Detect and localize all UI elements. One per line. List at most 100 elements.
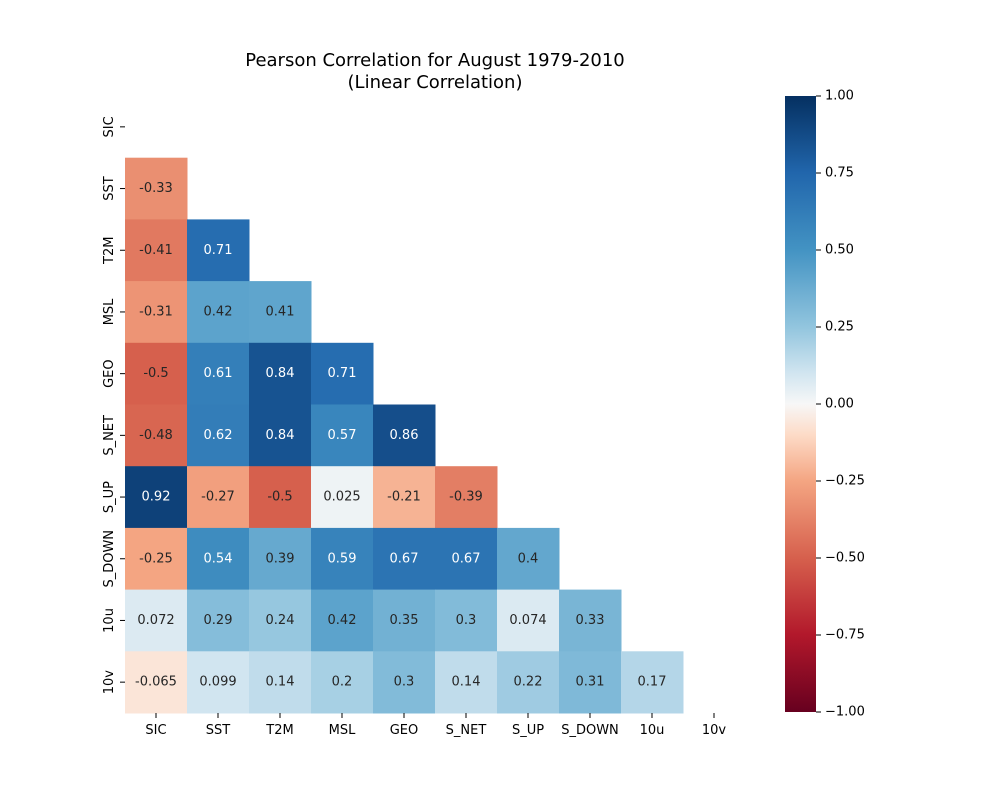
heatmap-cell-GEO-MSL: [311, 342, 374, 405]
cell-label-10v-S_UP: 0.22: [514, 675, 543, 690]
cell-label-GEO-SST: 0.61: [204, 366, 233, 381]
heatmap-cell-10v-SST: [187, 651, 250, 714]
y-tick-label-MSL: MSL: [102, 298, 117, 325]
heatmap-cell-10u-SST: [187, 589, 250, 652]
chart-subtitle: (Linear Correlation): [348, 72, 523, 93]
cell-label-S_DOWN-MSL: 0.59: [328, 551, 357, 566]
x-tick-label-10v: 10v: [702, 723, 727, 738]
colorbar-ticks: 1.00 0.75 0.50 0.25 0.00 −0.25 −0.50 −0.75 −1.00: [816, 89, 865, 720]
cell-label-10u-MSL: 0.42: [328, 613, 357, 628]
cell-label-10v-T2M: 0.14: [266, 675, 295, 690]
cell-label-10u-S_UP: 0.074: [509, 613, 546, 628]
colorbar-tick-label: 1.00: [825, 89, 854, 104]
heatmap-cell-S_DOWN-T2M: [249, 527, 312, 591]
colorbar: 1.00 0.75 0.50 0.25 0.00 −0.25 −0.50 −0.75 −1.00: [785, 89, 865, 720]
colorbar-tick-label: −0.25: [825, 474, 865, 489]
cell-label-10u-SIC: 0.072: [137, 613, 174, 628]
cell-label-S_NET-SIC: -0.48: [139, 428, 173, 443]
cell-label-10v-S_DOWN: 0.31: [576, 675, 605, 690]
cell-label-10u-SST: 0.29: [204, 613, 233, 628]
chart-title: Pearson Correlation for August 1979-2010: [245, 50, 625, 71]
heatmap-cell-S_UP-SIC: [125, 466, 188, 529]
cell-label-10u-S_DOWN: 0.33: [576, 613, 605, 628]
cell-label-10u-S_NET: 0.3: [456, 613, 477, 628]
heatmap-cell-S_DOWN-SST: [187, 527, 250, 591]
x-tick-label-T2M: T2M: [265, 723, 293, 738]
heatmap-cell-S_UP-S_NET: [435, 466, 498, 529]
heatmap-cell-10u-S_UP: [497, 589, 560, 652]
heatmap-cell-S_UP-SST: [187, 466, 250, 529]
y-tick-label-SIC: SIC: [102, 116, 117, 137]
heatmap-cell-10u-MSL: [311, 589, 374, 652]
cell-label-S_UP-SIC: 0.92: [142, 490, 171, 505]
cell-label-10u-GEO: 0.35: [390, 613, 419, 628]
cell-label-MSL-SIC: -0.31: [139, 304, 173, 319]
cell-label-10v-GEO: 0.3: [394, 675, 415, 690]
y-tick-label-10u: 10u: [102, 608, 117, 633]
y-tick-label-GEO: GEO: [102, 359, 117, 388]
heatmap-cell-MSL-SIC: [125, 281, 188, 344]
cell-label-S_DOWN-T2M: 0.39: [266, 551, 295, 566]
cell-label-S_UP-T2M: -0.5: [267, 490, 292, 505]
x-tick-label-SST: SST: [206, 723, 231, 738]
heatmap-cell-10u-S_NET: [435, 589, 498, 652]
colorbar-tick-label: 0.50: [825, 243, 854, 258]
colorbar-gradient: [785, 96, 816, 712]
x-tick-label-S_NET: S_NET: [446, 723, 487, 738]
cell-label-SST-SIC: -0.33: [139, 181, 173, 196]
cell-label-S_DOWN-SIC: -0.25: [139, 551, 173, 566]
heatmap-cell-MSL-SST: [187, 281, 250, 344]
y-tick-label-S_DOWN: S_DOWN: [102, 530, 117, 588]
heatmap-cell-GEO-SIC: [125, 342, 188, 405]
heatmap-cell-S_DOWN-SIC: [125, 527, 188, 591]
y-tick-label-S_UP: S_UP: [102, 481, 117, 513]
cell-label-S_NET-T2M: 0.84: [266, 428, 295, 443]
y-tick-label-10v: 10v: [102, 670, 117, 695]
colorbar-tick-label: 0.25: [825, 320, 854, 335]
heatmap-cell-GEO-SST: [187, 342, 250, 405]
heatmap-cell-S_NET-SIC: [125, 404, 188, 467]
y-tick-label-T2M: T2M: [102, 237, 117, 265]
heatmap-cell-10v-S_UP: [497, 651, 560, 714]
x-tick-label-GEO: GEO: [390, 723, 419, 738]
x-tick-label-SIC: SIC: [145, 723, 166, 738]
heatmap-cell-10v-S_DOWN: [559, 651, 622, 714]
cell-label-S_DOWN-S_NET: 0.67: [452, 551, 481, 566]
cell-label-GEO-T2M: 0.84: [266, 366, 295, 381]
cell-label-GEO-MSL: 0.71: [328, 366, 357, 381]
heatmap-cell-10u-SIC: [125, 589, 188, 652]
heatmap-cell-10v-GEO: [373, 651, 436, 714]
cell-label-S_DOWN-GEO: 0.67: [390, 551, 419, 566]
cell-label-10v-10u: 0.17: [638, 675, 667, 690]
heatmap-cell-T2M-SIC: [125, 219, 188, 282]
cell-label-S_NET-SST: 0.62: [204, 428, 233, 443]
cell-label-S_DOWN-SST: 0.54: [204, 551, 233, 566]
cell-label-S_NET-MSL: 0.57: [328, 428, 357, 443]
heatmap-cell-S_NET-T2M: [249, 404, 312, 467]
colorbar-tick-label: −1.00: [825, 705, 865, 720]
heatmap-cell-10u-GEO: [373, 589, 436, 652]
cell-label-10v-S_NET: 0.14: [452, 675, 481, 690]
heatmap-cell-10v-MSL: [311, 651, 374, 714]
cell-label-S_DOWN-S_UP: 0.4: [518, 551, 539, 566]
cell-label-MSL-T2M: 0.41: [266, 304, 295, 319]
x-tick-label-10u: 10u: [640, 723, 665, 738]
y-tick-label-SST: SST: [102, 176, 117, 201]
colorbar-tick-label: 0.00: [825, 397, 854, 412]
heatmap-cell-10v-SIC: [125, 651, 188, 714]
heatmap-cell-SST-SIC: [125, 157, 188, 220]
x-axis: SIC SST T2M MSL GEO S_NET S_UP S_DOWN 10u 10v: [145, 713, 726, 738]
heatmap-cell-10v-T2M: [249, 651, 312, 714]
heatmap-cell-S_NET-GEO: [373, 404, 436, 467]
heatmap-cell-10v-10u: [621, 651, 684, 714]
heatmap-cell-S_NET-MSL: [311, 404, 374, 467]
cell-label-S_UP-S_NET: -0.39: [449, 490, 483, 505]
colorbar-tick-label: −0.50: [825, 551, 865, 566]
heatmap-cell-S_DOWN-S_NET: [435, 527, 498, 591]
heatmap-cell-S_DOWN-GEO: [373, 527, 436, 591]
y-tick-label-S_NET: S_NET: [102, 415, 117, 456]
heatmap-cell-S_UP-T2M: [249, 466, 312, 529]
heatmap-cell-MSL-T2M: [249, 281, 312, 344]
